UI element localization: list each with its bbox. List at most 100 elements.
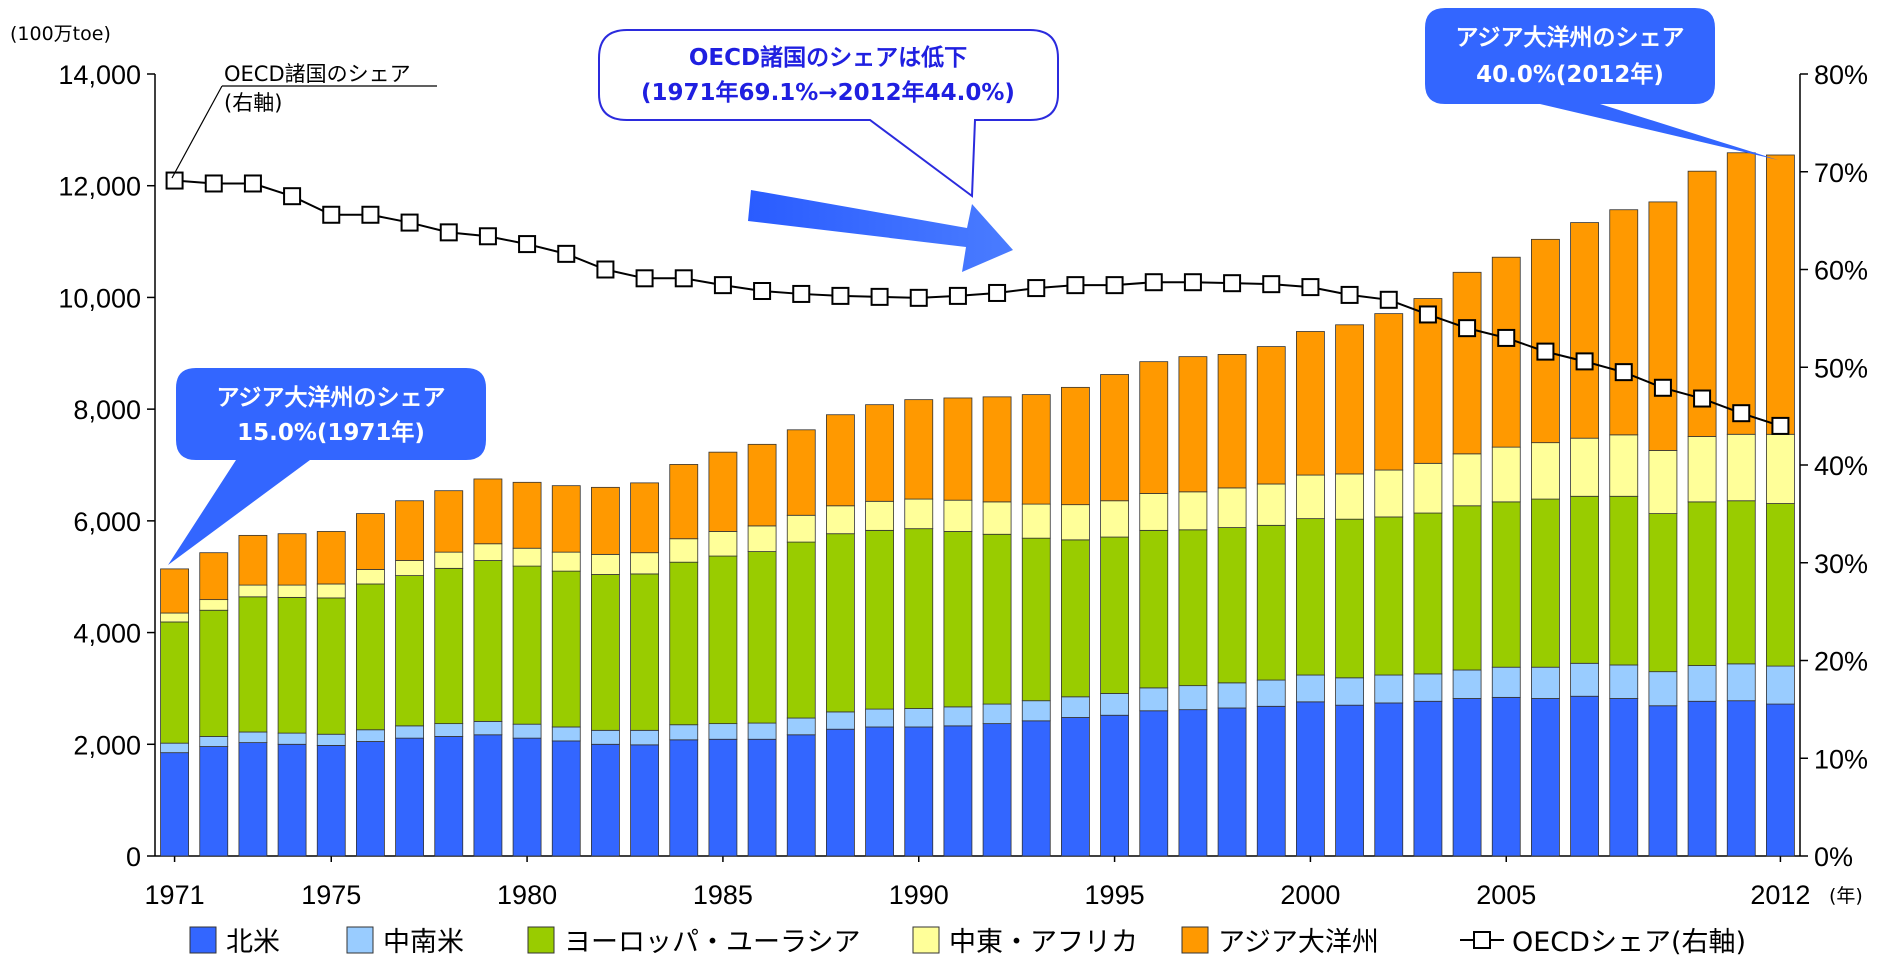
bar-segment xyxy=(434,723,464,737)
bar-segment xyxy=(747,738,777,857)
bar-segment xyxy=(1413,462,1443,514)
bar-segment xyxy=(1648,450,1678,514)
bar-segment xyxy=(1531,238,1560,444)
bar-segment xyxy=(591,553,620,575)
bar-segment xyxy=(591,729,620,745)
left-tick-label: 10,000 xyxy=(58,283,141,313)
oecd-share-point xyxy=(1614,363,1633,382)
bar-segment xyxy=(1648,201,1678,451)
bar-segment xyxy=(708,451,738,532)
oecd-share-point xyxy=(1262,275,1281,294)
oecd-share-point xyxy=(909,288,928,307)
bar-segment xyxy=(1139,361,1169,494)
bar-segment xyxy=(747,443,777,527)
legend-swatch xyxy=(1181,926,1209,954)
oecd-share-point xyxy=(1732,404,1751,423)
bar-segment xyxy=(708,531,738,557)
bar-segment xyxy=(1217,354,1247,489)
bar-segment xyxy=(277,743,307,857)
bar-segment xyxy=(747,722,777,740)
bar-segment xyxy=(630,552,659,575)
bar-segment xyxy=(826,505,855,535)
bar-segment xyxy=(199,609,229,737)
bar-segment xyxy=(395,725,424,739)
bar-segment xyxy=(1335,324,1364,475)
legend-label: アジア大洋州 xyxy=(1218,927,1379,958)
oecd-share-point xyxy=(204,174,223,193)
bar-segment xyxy=(1100,374,1129,502)
bar-segment xyxy=(512,737,542,857)
oecd-share-point xyxy=(1144,273,1163,292)
bar-segment xyxy=(1296,331,1325,476)
bar-segment xyxy=(904,498,934,530)
asia-2012-line1: アジア大洋州のシェア xyxy=(1455,24,1684,51)
bar-segment xyxy=(1452,271,1482,455)
legend-label: 中南米 xyxy=(383,927,464,958)
bar-segment xyxy=(982,501,1012,535)
bar-segment xyxy=(1296,518,1325,676)
bar-segment xyxy=(434,551,464,569)
bar-segment xyxy=(1609,698,1639,857)
oecd-share-point xyxy=(1536,342,1555,361)
bar-segment xyxy=(1609,664,1639,699)
bar-segment xyxy=(473,543,503,561)
bar-segment xyxy=(316,597,346,735)
bar-segment xyxy=(786,429,816,516)
bar-segment xyxy=(1100,714,1129,857)
bar-segment xyxy=(1100,536,1129,694)
decline-arrow-icon xyxy=(748,190,1013,272)
bar-segment xyxy=(1021,700,1051,722)
bar-segment xyxy=(1531,698,1560,857)
axes: 0 2,000 4,000 6,000 8,000 10,000 12,000 14,000 0… xyxy=(58,60,1868,910)
bar-segment xyxy=(1531,666,1560,699)
bar-segment xyxy=(982,396,1012,503)
bar-segment xyxy=(551,551,581,572)
left-tick-label: 12,000 xyxy=(58,172,141,202)
bar-segment xyxy=(356,513,385,570)
bar-segment xyxy=(199,599,229,611)
bar-segment xyxy=(708,738,738,857)
bar-segment xyxy=(904,726,934,857)
bar-segment xyxy=(630,729,659,746)
bar-segment xyxy=(1139,710,1169,857)
bar-segment xyxy=(1726,152,1756,435)
bar-segment xyxy=(551,726,581,742)
bar-segment xyxy=(904,528,934,709)
bar-segment xyxy=(395,500,424,561)
oecd-share-point xyxy=(792,284,811,303)
x-tick-label: 1971 xyxy=(145,880,205,910)
bar-segment xyxy=(1570,695,1599,857)
bar-segment xyxy=(1413,700,1443,857)
bar-segment xyxy=(786,717,816,736)
bar-segment xyxy=(1687,501,1717,666)
asia-1971-line1: アジア大洋州のシェア xyxy=(216,384,445,411)
bar-segment xyxy=(708,723,738,740)
legend-label: ヨーロッパ・ユーラシア xyxy=(564,927,860,958)
right-tick-label: 80% xyxy=(1814,60,1868,90)
bar-segment xyxy=(1335,473,1364,520)
oecd-share-point xyxy=(243,174,262,193)
bar-segment xyxy=(1178,356,1208,493)
bar-segment xyxy=(669,739,699,857)
bar-segment xyxy=(1648,513,1678,673)
bar-segment xyxy=(160,742,189,754)
oecd-decline-callout: OECD諸国のシェアは低下 (1971年69.1%→2012年44.0%) xyxy=(598,29,1059,272)
bar-segment xyxy=(1217,527,1247,684)
bar-segment xyxy=(1687,436,1717,503)
bar-segment xyxy=(1021,394,1051,505)
bar-segment xyxy=(1413,673,1443,702)
bar-segment xyxy=(1335,518,1364,679)
bar-segment xyxy=(160,612,189,623)
bar-segment xyxy=(316,531,346,585)
bar-segment xyxy=(904,399,934,500)
right-tick-label: 30% xyxy=(1814,549,1868,579)
bar-segment xyxy=(1139,493,1169,531)
oecd-decline-line1: OECD諸国のシェアは低下 xyxy=(689,44,967,71)
bar-segment xyxy=(1296,701,1325,857)
bar-segment xyxy=(199,746,229,857)
bar-segment xyxy=(1061,539,1090,698)
bar-segment xyxy=(316,733,346,746)
bar-segment xyxy=(512,481,542,549)
bar-segment xyxy=(512,547,542,567)
